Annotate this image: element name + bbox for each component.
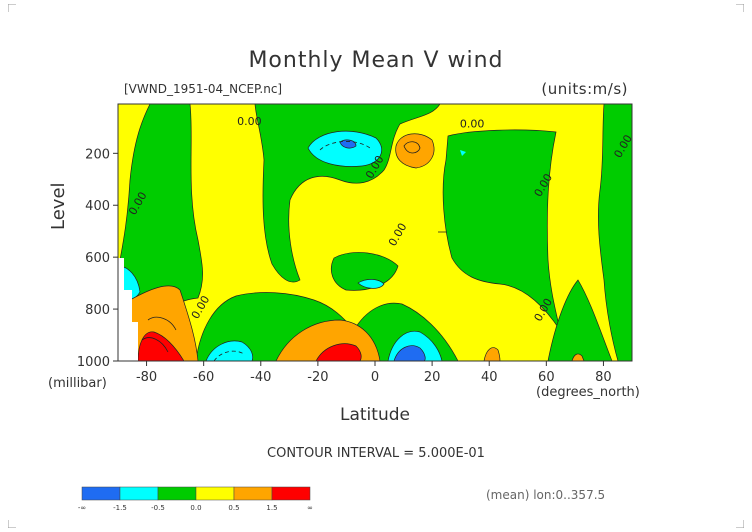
legend-swatch (271, 486, 311, 501)
contour-band-orange (395, 133, 435, 169)
y-tick-label: 600 (85, 251, 110, 266)
contour-band-green (118, 104, 203, 361)
x-tick-label: -80 (136, 370, 157, 385)
legend-label: 1.5 (266, 504, 277, 512)
y-axis-label: Level (48, 182, 69, 230)
contour-value-label: 0.00 (126, 190, 150, 218)
y-tick-label: 200 (85, 147, 110, 162)
x-tick-label: -40 (250, 370, 271, 385)
contour-fill-layer (118, 104, 632, 361)
contour-value-label: 0.00 (612, 133, 636, 161)
contour-band-orange (275, 319, 381, 361)
legend-label: 0.0 (190, 504, 201, 512)
x-axis-label: Latitude (340, 405, 410, 425)
contour-band-green (442, 129, 561, 331)
contour-band-yellow (118, 104, 632, 361)
legend-swatch (195, 486, 235, 501)
legend-label: -0.5 (151, 504, 165, 512)
contour-band-green (195, 292, 459, 361)
contour-band-cyan (307, 130, 382, 167)
corner-mark (8, 520, 16, 528)
contour-line (319, 141, 371, 151)
contour-value-label: 0.00 (532, 296, 556, 324)
legend-label: ∞ (307, 504, 313, 512)
contour-band-cyan (357, 279, 385, 289)
contour-band-red (137, 331, 185, 361)
contour-band-blue (339, 139, 357, 149)
legend-swatch (81, 486, 121, 501)
contour-value-label: 0.00 (460, 117, 485, 130)
axis-ticks: -80 -60 -40 -20 0 20 40 60 80 200 400 600 800 1000 (77, 147, 612, 385)
x-tick-label: -20 (307, 370, 328, 385)
y-tick-label: 800 (85, 303, 110, 318)
chart-title: Monthly Mean V wind (248, 48, 504, 73)
x-tick-label: 0 (371, 370, 379, 385)
contour-band-cyan (118, 265, 141, 302)
contour-band-blue (393, 345, 426, 361)
missing-data-mask (118, 258, 138, 361)
contour-value-label: 0.00 (237, 115, 262, 128)
contour-value-label: 0.00 (363, 153, 387, 181)
contour-line (213, 350, 245, 361)
dataset-label: [VWND_1951-04_NCEP.nc] (124, 82, 283, 96)
y-tick-label: 1000 (77, 355, 110, 370)
contour-band-green (331, 252, 399, 291)
contour-line (403, 141, 421, 154)
units-label: (units:m/s) (541, 80, 628, 98)
contour-interval-label: CONTOUR INTERVAL = 5.000E-01 (267, 446, 485, 461)
legend-swatch (157, 486, 197, 501)
contour-band-cyan (460, 150, 466, 156)
color-legend: -∞ -1.5 -0.5 0.0 0.5 1.5 ∞ (78, 486, 313, 512)
plot-frame (117, 103, 633, 362)
x-tick-label: 20 (424, 370, 441, 385)
x-tick-label: 60 (538, 370, 555, 385)
x-tick-label: 80 (595, 370, 612, 385)
contour-band-red (315, 343, 362, 361)
legend-label: 0.5 (228, 504, 239, 512)
contour-band-orange (571, 353, 585, 361)
contour-value-label: 0.00 (532, 171, 556, 199)
contour-line (141, 316, 177, 353)
legend-swatch (119, 486, 159, 501)
legend-swatch (233, 486, 273, 501)
contour-band-green (547, 279, 613, 361)
x-tick-label: 40 (481, 370, 498, 385)
contour-band-green (254, 104, 441, 283)
contour-band-cyan (387, 330, 443, 361)
corner-mark (736, 520, 744, 528)
stat-label: (mean) lon:0..357.5 (486, 488, 606, 502)
legend-label: -∞ (78, 504, 86, 512)
contour-value-label: 0.00 (386, 221, 410, 249)
contour-band-orange (483, 347, 501, 361)
contour-labels: 0.00 0.00 0.00 0.00 0.00 0.00 0.00 0.00 0.00 (126, 115, 635, 324)
contour-value-label: 0.00 (189, 293, 213, 321)
legend-label: -1.5 (113, 504, 127, 512)
contour-band-cyan (205, 340, 254, 361)
x-tick-label: -60 (193, 370, 214, 385)
contour-band-green (597, 104, 632, 361)
y-tick-label: 400 (85, 199, 110, 214)
y-axis-unit: (millibar) (48, 376, 107, 391)
corner-mark (736, 4, 744, 12)
corner-mark (8, 4, 16, 12)
x-axis-unit: (degrees_north) (536, 385, 640, 400)
contour-band-orange (129, 285, 199, 361)
